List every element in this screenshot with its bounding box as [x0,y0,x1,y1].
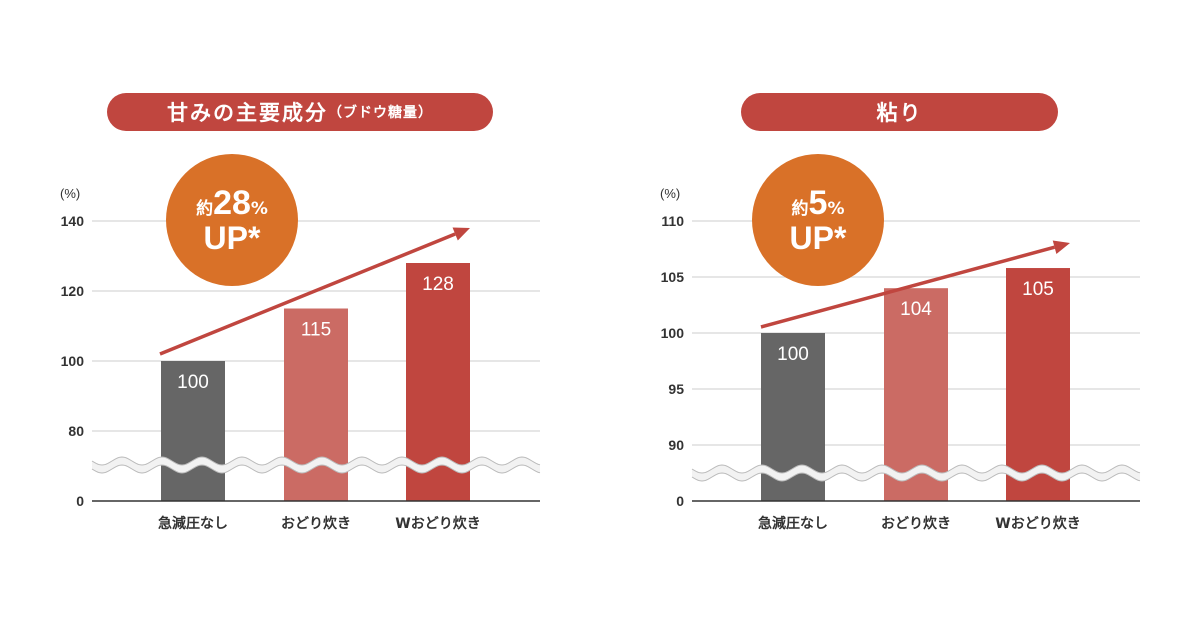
y-tick-label: 100 [61,353,85,369]
x-category-label: Wおどり炊き [395,515,480,532]
x-category-label: Wおどり炊き [995,515,1080,532]
trend-arrow-line [760,245,1056,329]
y-tick-label: 80 [68,423,84,439]
data-label: 100 [177,372,209,393]
y-tick-label: 140 [61,213,85,229]
axis-break-band [692,465,1140,481]
chart-title-text: 甘みの主要成分 [167,101,328,125]
y-tick-label: 0 [676,493,684,509]
y-tick-label: 95 [668,381,684,397]
x-category-label: おどり炊き [881,515,951,532]
y-axis-unit: (%) [60,186,80,201]
data-label: 128 [422,274,454,295]
increase-badge-stickiness: 約 5% UP* [752,154,884,286]
badge-number: 28 [213,184,251,222]
bar [884,288,948,501]
x-category-label: 急減圧なし [158,515,228,532]
chart-title-text: 粘り [876,101,923,125]
axis-break-line [91,456,541,466]
trend-arrow-head [452,227,470,241]
chart-title-suffix: （ブドウ糖量） [328,105,433,121]
y-tick-label: 120 [61,283,85,299]
badge-up: UP* [203,220,261,256]
badge-prefix: 約 [196,199,214,219]
x-category-label: おどり炊き [281,515,351,532]
x-category-label: 急減圧なし [758,515,828,532]
trend-arrow-line [159,232,456,356]
y-tick-label: 110 [661,213,684,229]
chart-title-sweetness: 甘みの主要成分 （ブドウ糖量） [107,93,493,131]
badge-number: 5 [808,184,828,222]
bar [1006,268,1070,501]
y-tick-label: 0 [76,493,84,509]
data-label: 100 [777,344,809,365]
y-tick-label: 105 [661,269,685,285]
badge-prefix: 約 [791,199,809,219]
chart-title-stickiness: 粘り [741,93,1058,131]
data-label: 115 [301,320,331,341]
axis-break-band [92,457,540,473]
y-tick-label: 100 [661,325,685,341]
data-label: 104 [900,299,932,320]
axis-break-line [91,464,541,474]
badge-up: UP* [789,220,847,256]
trend-arrow-head [1052,240,1070,254]
bar [161,361,225,501]
badge-suffix: % [827,199,845,219]
data-label: 105 [1022,279,1054,300]
y-axis-unit: (%) [660,186,680,201]
axis-break-line [691,472,1141,482]
axis-break-line [691,464,1141,474]
badge-suffix: % [250,199,268,219]
increase-badge-sweetness: 約 28% UP* [166,154,298,286]
y-tick-label: 90 [668,437,684,453]
